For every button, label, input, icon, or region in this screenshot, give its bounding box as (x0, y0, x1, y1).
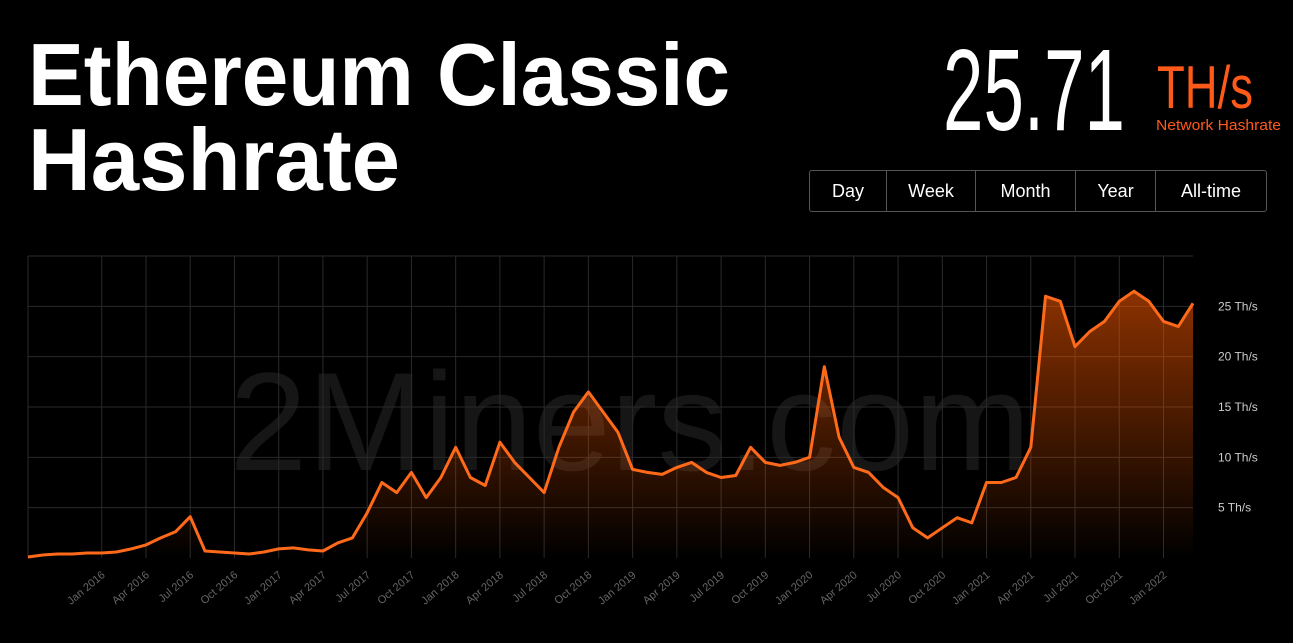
x-tick-label: Jul 2020 (864, 569, 904, 605)
range-button[interactable]: All-time (1155, 171, 1266, 211)
x-tick-label: Jul 2018 (510, 569, 550, 605)
x-tick-label: Jan 2021 (950, 569, 992, 607)
x-tick-label: Apr 2019 (641, 569, 683, 607)
x-tick-label: Jan 2022 (1127, 569, 1169, 607)
x-tick-label: Jul 2021 (1041, 569, 1081, 605)
x-tick-label: Jan 2017 (242, 569, 284, 607)
x-tick-label: Oct 2017 (375, 569, 417, 607)
range-button[interactable]: Week (886, 171, 975, 211)
x-tick-label: Apr 2021 (995, 569, 1037, 607)
hashrate-unit: TH/s (1157, 54, 1253, 121)
title-line: Hashrate (28, 110, 400, 209)
x-tick-label: Jul 2016 (157, 569, 197, 605)
x-tick-label: Oct 2016 (198, 569, 240, 607)
x-tick-label: Oct 2019 (729, 569, 771, 607)
hashrate-value: 25.71 (943, 25, 1125, 155)
hashrate-label: Network Hashrate (1156, 117, 1281, 134)
title-line: Ethereum Classic (28, 25, 730, 124)
x-tick-label: Jan 2019 (596, 569, 638, 607)
range-selector: Day Week Month Year All-time (809, 170, 1267, 212)
x-tick-label: Apr 2017 (287, 569, 329, 607)
y-tick-label: 10 Th/s (1218, 450, 1258, 464)
x-tick-label: Oct 2021 (1083, 569, 1125, 607)
x-tick-label: Jul 2017 (334, 569, 374, 605)
x-tick-label: Apr 2020 (818, 569, 860, 607)
x-tick-label: Apr 2018 (464, 569, 506, 607)
y-tick-label: 25 Th/s (1218, 299, 1258, 313)
x-tick-label: Oct 2018 (552, 569, 594, 607)
range-button[interactable]: Month (975, 171, 1075, 211)
x-tick-label: Jan 2020 (773, 569, 815, 607)
y-tick-label: 15 Th/s (1218, 400, 1258, 414)
x-tick-label: Jul 2019 (687, 569, 727, 605)
x-tick-label: Oct 2020 (906, 569, 948, 607)
x-tick-label: Apr 2016 (110, 569, 152, 607)
range-button[interactable]: Day (831, 181, 864, 201)
y-tick-label: 20 Th/s (1218, 350, 1258, 364)
range-button[interactable]: Year (1075, 171, 1155, 211)
x-tick-label: Jan 2018 (419, 569, 461, 607)
y-tick-label: 5 Th/s (1218, 501, 1251, 515)
x-tick-label: Jan 2016 (65, 569, 107, 607)
line (27, 289, 1195, 559)
